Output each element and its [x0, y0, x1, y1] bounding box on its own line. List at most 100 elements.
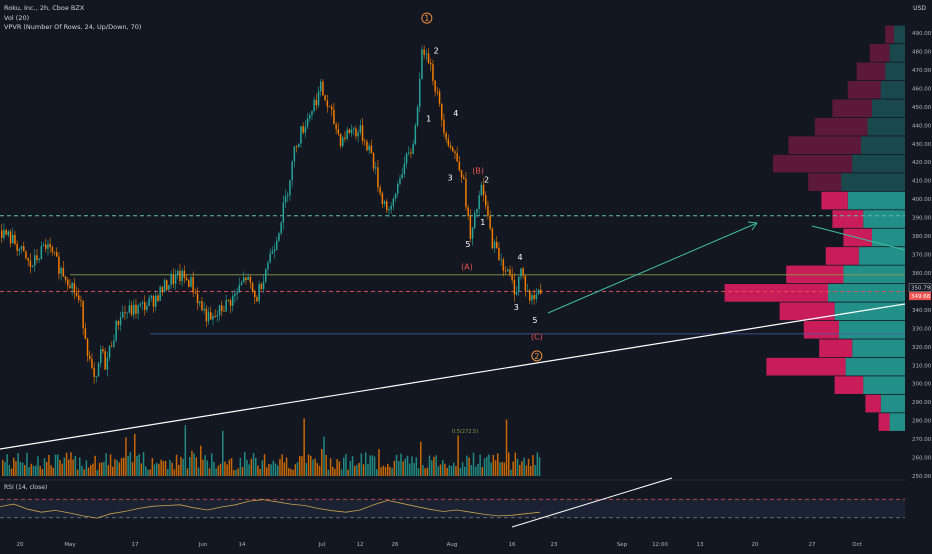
- price-tick: 380.00: [912, 234, 932, 240]
- vp-row-up: [861, 136, 905, 155]
- volume-bar: [131, 462, 134, 476]
- volume-bars: 0.5(272.5): [2, 418, 541, 476]
- volume-bar: [90, 464, 92, 476]
- volume-bar: [439, 464, 442, 476]
- candle-body: [328, 106, 331, 108]
- candle-body: [489, 215, 491, 229]
- candle-body: [183, 270, 186, 278]
- volume-bar: [281, 454, 283, 476]
- candle-body: [465, 178, 467, 208]
- candle-body: [537, 289, 540, 295]
- candle-body: [137, 305, 139, 314]
- volume-bar: [217, 465, 220, 476]
- volume-bar: [120, 458, 123, 476]
- volume-bar: [136, 455, 138, 476]
- vpvr-indicator-label[interactable]: VPVR (Number Of Rows, 24, Up/Down, 70): [4, 23, 142, 31]
- candle-body: [379, 187, 381, 194]
- volume-bar: [235, 469, 237, 476]
- candle-body: [91, 358, 93, 368]
- volume-bar: [2, 459, 4, 476]
- volume-bar: [384, 466, 387, 476]
- volume-bar: [114, 459, 116, 476]
- volume-bar: [349, 460, 352, 476]
- volume-bar: [532, 454, 534, 476]
- candle-body: [27, 258, 29, 261]
- candle-body: [471, 227, 474, 239]
- vp-row-up: [863, 376, 905, 394]
- candle-body: [333, 109, 335, 125]
- volume-bar: [87, 467, 90, 476]
- price-tick: 410.00: [912, 179, 932, 185]
- candle-body: [423, 49, 425, 55]
- volume-bar: [402, 461, 404, 476]
- volume-bar: [266, 467, 268, 476]
- candle-body: [273, 249, 276, 252]
- candle-body: [515, 291, 518, 295]
- volume-bar: [244, 452, 246, 476]
- volume-bar: [123, 457, 125, 476]
- vp-row-up: [880, 394, 905, 413]
- volume-bar: [367, 463, 369, 476]
- wave-label: 2: [484, 176, 489, 185]
- candle-body: [69, 285, 71, 289]
- vp-arrow-line: [811, 225, 906, 251]
- candle-body: [383, 201, 386, 204]
- volume-bar: [195, 457, 198, 476]
- volume-bar: [109, 454, 112, 476]
- vp-row-up: [885, 62, 905, 81]
- candle-body: [375, 167, 377, 169]
- candle-body: [16, 243, 18, 251]
- candle-body: [93, 367, 95, 377]
- volume-bar: [26, 452, 28, 476]
- candle-body: [126, 312, 128, 314]
- candle-body: [394, 193, 397, 199]
- candle-body: [441, 103, 443, 120]
- candle-body: [42, 244, 45, 247]
- volume-bar: [4, 462, 6, 476]
- volume-bar: [301, 456, 303, 476]
- candle-body: [254, 291, 256, 298]
- time-tick: 16: [509, 542, 516, 548]
- candle-body: [104, 351, 106, 370]
- volume-bar: [105, 453, 107, 476]
- candle-body: [280, 222, 282, 234]
- candle-body: [456, 153, 458, 162]
- time-tick: May: [64, 542, 76, 548]
- volume-bar: [184, 425, 187, 476]
- candle-body: [210, 312, 212, 320]
- candle-body: [344, 137, 346, 139]
- volume-bar: [483, 458, 486, 476]
- volume-bar: [74, 455, 77, 476]
- volume-bar: [268, 464, 270, 476]
- candle-body: [188, 280, 190, 287]
- rsi-indicator-label[interactable]: RSI (14, close): [4, 484, 48, 491]
- volume-bar: [488, 454, 490, 476]
- candle-body: [243, 277, 245, 283]
- candle-body: [51, 247, 54, 252]
- volume-bar: [24, 464, 26, 476]
- candle-body: [179, 270, 181, 282]
- vp-row-up: [889, 44, 905, 62]
- vp-row-up: [894, 25, 905, 44]
- volume-bar: [246, 459, 248, 476]
- volume-bar: [470, 465, 473, 476]
- volume-bar: [327, 469, 330, 476]
- volume-bar: [461, 462, 464, 476]
- wave-label: 2: [434, 46, 439, 55]
- candle-body: [196, 293, 199, 304]
- candle-body: [452, 147, 454, 152]
- volume-bar: [457, 435, 459, 476]
- vp-row-down: [788, 136, 861, 155]
- price-tick: 260.00: [912, 456, 932, 462]
- volume-bar: [156, 462, 158, 476]
- candle-body: [401, 174, 403, 179]
- symbol-title[interactable]: Roku, Inc., 2h, Cboe BZX: [4, 4, 85, 12]
- volume-indicator-label[interactable]: Vol (20): [4, 14, 30, 22]
- volume-bar: [59, 460, 61, 476]
- candle-body: [392, 198, 395, 206]
- candle-body: [159, 286, 161, 301]
- candle-body: [271, 251, 274, 254]
- candle-body: [469, 216, 472, 239]
